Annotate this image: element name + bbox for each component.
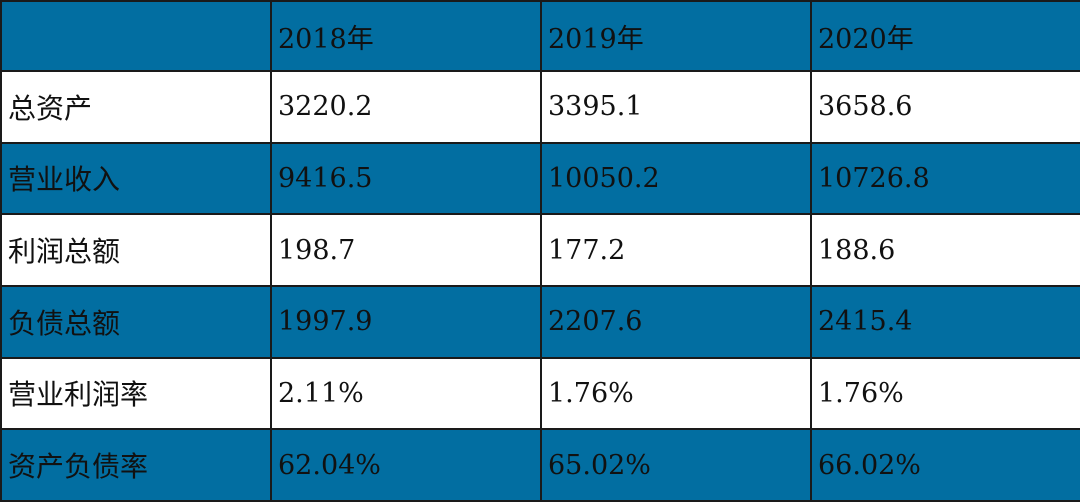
row-label-debt-ratio: 资产负债率 <box>0 428 272 502</box>
cell-total-profit-2018: 198.7 <box>270 213 542 287</box>
cell-operating-margin-2019: 1.76% <box>540 356 812 431</box>
cell-operating-margin-2020: 1.76% <box>810 356 1080 431</box>
cell-total-profit-2020: 188.6 <box>810 213 1080 287</box>
cell-total-assets-2018: 3220.2 <box>270 70 542 144</box>
table-header-row: 2018年 2019年 2020年 <box>0 0 1080 72</box>
cell-total-assets-2020: 3658.6 <box>810 70 1080 144</box>
row-label-operating-margin: 营业利润率 <box>0 356 272 431</box>
table-row: 营业收入 9416.5 10050.2 10726.8 <box>0 141 1080 216</box>
cell-debt-ratio-2018: 62.04% <box>270 428 542 502</box>
row-label-total-profit: 利润总额 <box>0 213 272 287</box>
table-row: 总资产 3220.2 3395.1 3658.6 <box>0 70 1080 144</box>
cell-operating-margin-2018: 2.11% <box>270 356 542 431</box>
cell-total-assets-2019: 3395.1 <box>540 70 812 144</box>
table-row: 营业利润率 2.11% 1.76% 1.76% <box>0 356 1080 431</box>
cell-debt-ratio-2019: 65.02% <box>540 428 812 502</box>
header-year-2019: 2019年 <box>540 0 812 72</box>
table-row: 资产负债率 62.04% 65.02% 66.02% <box>0 428 1080 502</box>
cell-revenue-2018: 9416.5 <box>270 141 542 216</box>
cell-revenue-2020: 10726.8 <box>810 141 1080 216</box>
cell-debt-ratio-2020: 66.02% <box>810 428 1080 502</box>
table-row: 利润总额 198.7 177.2 188.6 <box>0 213 1080 287</box>
cell-revenue-2019: 10050.2 <box>540 141 812 216</box>
cell-total-liabilities-2020: 2415.4 <box>810 284 1080 359</box>
cell-total-liabilities-2018: 1997.9 <box>270 284 542 359</box>
table-row: 负债总额 1997.9 2207.6 2415.4 <box>0 284 1080 359</box>
header-year-2020: 2020年 <box>810 0 1080 72</box>
row-label-total-liabilities: 负债总额 <box>0 284 272 359</box>
cell-total-liabilities-2019: 2207.6 <box>540 284 812 359</box>
cell-total-profit-2019: 177.2 <box>540 213 812 287</box>
row-label-revenue: 营业收入 <box>0 141 272 216</box>
header-corner-cell <box>0 0 272 72</box>
header-year-2018: 2018年 <box>270 0 542 72</box>
row-label-total-assets: 总资产 <box>0 70 272 144</box>
